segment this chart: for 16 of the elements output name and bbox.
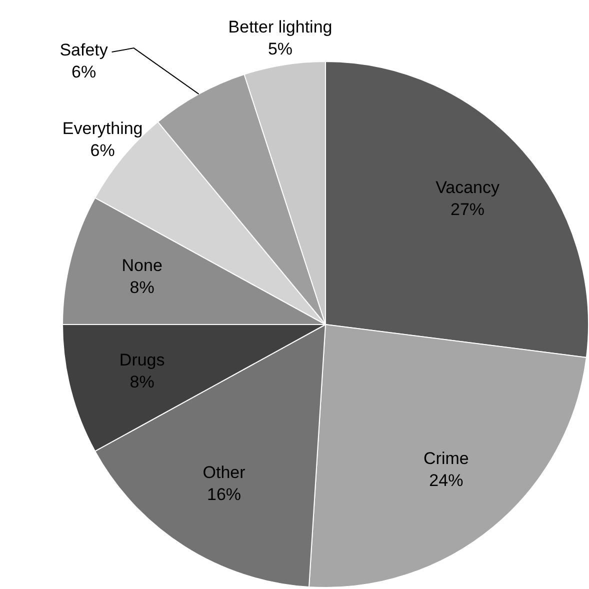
slice-label: Other xyxy=(202,463,246,482)
slice-label: Crime xyxy=(424,449,469,468)
slice-label: Vacancy xyxy=(436,178,500,197)
slice-label: Better lighting xyxy=(228,17,332,36)
data-label: 6% xyxy=(72,62,96,82)
data-label: 6% xyxy=(90,140,115,160)
slice-label: Everything xyxy=(62,118,143,138)
data-label: 5% xyxy=(268,39,293,58)
data-label: 8% xyxy=(130,372,154,392)
data-label: 27% xyxy=(450,200,485,219)
data-label: 8% xyxy=(130,278,154,298)
data-label: 24% xyxy=(429,471,464,490)
slice-label: Safety xyxy=(60,40,108,60)
slice-label: None xyxy=(122,256,162,276)
slice-label: Drugs xyxy=(119,350,165,370)
data-label: 16% xyxy=(207,485,242,504)
